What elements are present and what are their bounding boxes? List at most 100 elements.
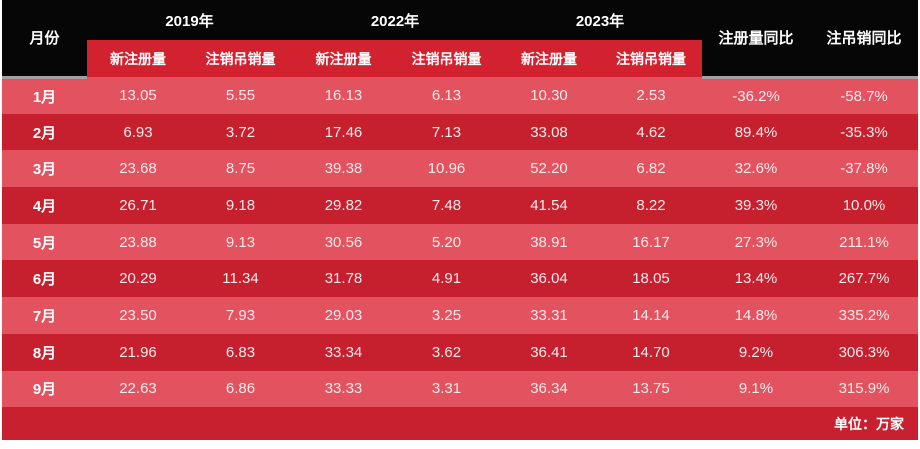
registration-table: 月份 2019年 2022年 2023年 注册量同比 注吊销同比 新注册量 注销… xyxy=(2,0,918,441)
value-cell: 6.82 xyxy=(600,150,702,188)
value-cell: 6.86 xyxy=(189,370,292,408)
value-cell: 3.31 xyxy=(395,370,498,408)
value-cell: 3.25 xyxy=(395,297,498,334)
table-row: 9月 22.63 6.86 33.33 3.31 36.34 13.75 9.1% 315.9% xyxy=(2,370,918,408)
value-cell: 9.13 xyxy=(189,223,292,261)
month-cell: 7月 xyxy=(2,297,87,334)
value-cell: 6.13 xyxy=(395,77,498,114)
value-cell: 32.6% xyxy=(702,150,810,188)
header-year-row: 月份 2019年 2022年 2023年 注册量同比 注吊销同比 xyxy=(2,0,918,79)
value-cell: -35.3% xyxy=(810,113,918,151)
value-cell: -36.2% xyxy=(702,77,810,114)
value-cell: 4.62 xyxy=(600,113,702,151)
value-cell: 9.1% xyxy=(702,370,810,408)
value-cell: 36.34 xyxy=(498,370,600,408)
table-footer: 单位：万家 xyxy=(2,407,918,441)
value-cell: 7.48 xyxy=(395,187,498,224)
table-row: 6月 20.29 11.34 31.78 4.91 36.04 18.05 13.4% 267.… xyxy=(2,260,918,298)
value-cell: 38.91 xyxy=(498,223,600,261)
value-cell: 27.3% xyxy=(702,223,810,261)
value-cell: -58.7% xyxy=(810,77,918,114)
value-cell: 20.29 xyxy=(87,260,189,298)
subheader-2023-new: 新注册量 xyxy=(498,40,600,77)
table-row: 8月 21.96 6.83 33.34 3.62 36.41 14.70 9.2% 306.3% xyxy=(2,333,918,371)
value-cell: 3.72 xyxy=(189,113,292,151)
month-cell: 9月 xyxy=(2,370,87,408)
month-cell: 2月 xyxy=(2,113,87,151)
value-cell: 18.05 xyxy=(600,260,702,298)
unit-note: 单位：万家 xyxy=(2,407,918,441)
value-cell: 14.70 xyxy=(600,333,702,371)
value-cell: 30.56 xyxy=(292,223,395,261)
value-cell: 11.34 xyxy=(189,260,292,298)
value-cell: 315.9% xyxy=(810,370,918,408)
value-cell: 13.75 xyxy=(600,370,702,408)
value-cell: 52.20 xyxy=(498,150,600,188)
table-row: 1月 13.05 5.55 16.13 6.13 10.30 2.53 -36.2% -58.7… xyxy=(2,77,918,114)
value-cell: 7.13 xyxy=(395,113,498,151)
table-row: 2月 6.93 3.72 17.46 7.13 33.08 4.62 89.4% -35.3% xyxy=(2,113,918,151)
value-cell: 14.14 xyxy=(600,297,702,334)
subheader-2023-cancel: 注销吊销量 xyxy=(600,40,702,77)
value-cell: 22.63 xyxy=(87,370,189,408)
value-cell: 10.30 xyxy=(498,77,600,114)
value-cell: 31.78 xyxy=(292,260,395,298)
subheader-2022-cancel: 注销吊销量 xyxy=(395,40,498,77)
month-cell: 4月 xyxy=(2,187,87,224)
month-cell: 8月 xyxy=(2,333,87,371)
year-header-2019: 2019年 xyxy=(87,0,292,40)
value-cell: 13.4% xyxy=(702,260,810,298)
value-cell: 36.41 xyxy=(498,333,600,371)
value-cell: 8.22 xyxy=(600,187,702,224)
value-cell: 10.0% xyxy=(810,187,918,224)
value-cell: 14.8% xyxy=(702,297,810,334)
value-cell: 33.33 xyxy=(292,370,395,408)
month-cell: 6月 xyxy=(2,260,87,298)
value-cell: 36.04 xyxy=(498,260,600,298)
value-cell: 267.7% xyxy=(810,260,918,298)
value-cell: 29.82 xyxy=(292,187,395,224)
subheader-2019-new: 新注册量 xyxy=(87,40,189,77)
table-row: 4月 26.71 9.18 29.82 7.48 41.54 8.22 39.3% 10.0% xyxy=(2,187,918,224)
value-cell: 16.13 xyxy=(292,77,395,114)
value-cell: 39.38 xyxy=(292,150,395,188)
value-cell: 7.93 xyxy=(189,297,292,334)
value-cell: 23.50 xyxy=(87,297,189,334)
table-header: 月份 2019年 2022年 2023年 注册量同比 注吊销同比 新注册量 注销… xyxy=(2,0,918,79)
value-cell: -37.8% xyxy=(810,150,918,188)
value-cell: 306.3% xyxy=(810,333,918,371)
value-cell: 33.08 xyxy=(498,113,600,151)
value-cell: 6.93 xyxy=(87,113,189,151)
header-subcolumn-row: 新注册量 注销吊销量 新注册量 注销吊销量 新注册量 注销吊销量 xyxy=(2,40,918,77)
cancellation-yoy-header: 注吊销同比 xyxy=(810,0,918,79)
footer-row: 单位：万家 xyxy=(2,407,918,441)
value-cell: 9.2% xyxy=(702,333,810,371)
value-cell: 33.34 xyxy=(292,333,395,371)
value-cell: 4.91 xyxy=(395,260,498,298)
month-cell: 1月 xyxy=(2,77,87,114)
value-cell: 41.54 xyxy=(498,187,600,224)
value-cell: 8.75 xyxy=(189,150,292,188)
value-cell: 2.53 xyxy=(600,77,702,114)
year-header-2022: 2022年 xyxy=(292,0,498,40)
value-cell: 335.2% xyxy=(810,297,918,334)
value-cell: 39.3% xyxy=(702,187,810,224)
value-cell: 5.20 xyxy=(395,223,498,261)
year-header-2023: 2023年 xyxy=(498,0,702,40)
subheader-2019-cancel: 注销吊销量 xyxy=(189,40,292,77)
value-cell: 33.31 xyxy=(498,297,600,334)
registration-yoy-header: 注册量同比 xyxy=(702,0,810,79)
month-cell: 5月 xyxy=(2,223,87,261)
value-cell: 9.18 xyxy=(189,187,292,224)
value-cell: 17.46 xyxy=(292,113,395,151)
value-cell: 23.88 xyxy=(87,223,189,261)
value-cell: 21.96 xyxy=(87,333,189,371)
subheader-2022-new: 新注册量 xyxy=(292,40,395,77)
table-body: 1月 13.05 5.55 16.13 6.13 10.30 2.53 -36.2% -58.7… xyxy=(2,77,918,408)
table-row: 5月 23.88 9.13 30.56 5.20 38.91 16.17 27.3% 211.1… xyxy=(2,223,918,261)
value-cell: 89.4% xyxy=(702,113,810,151)
value-cell: 10.96 xyxy=(395,150,498,188)
month-column-header: 月份 xyxy=(2,0,87,79)
month-cell: 3月 xyxy=(2,150,87,188)
value-cell: 29.03 xyxy=(292,297,395,334)
